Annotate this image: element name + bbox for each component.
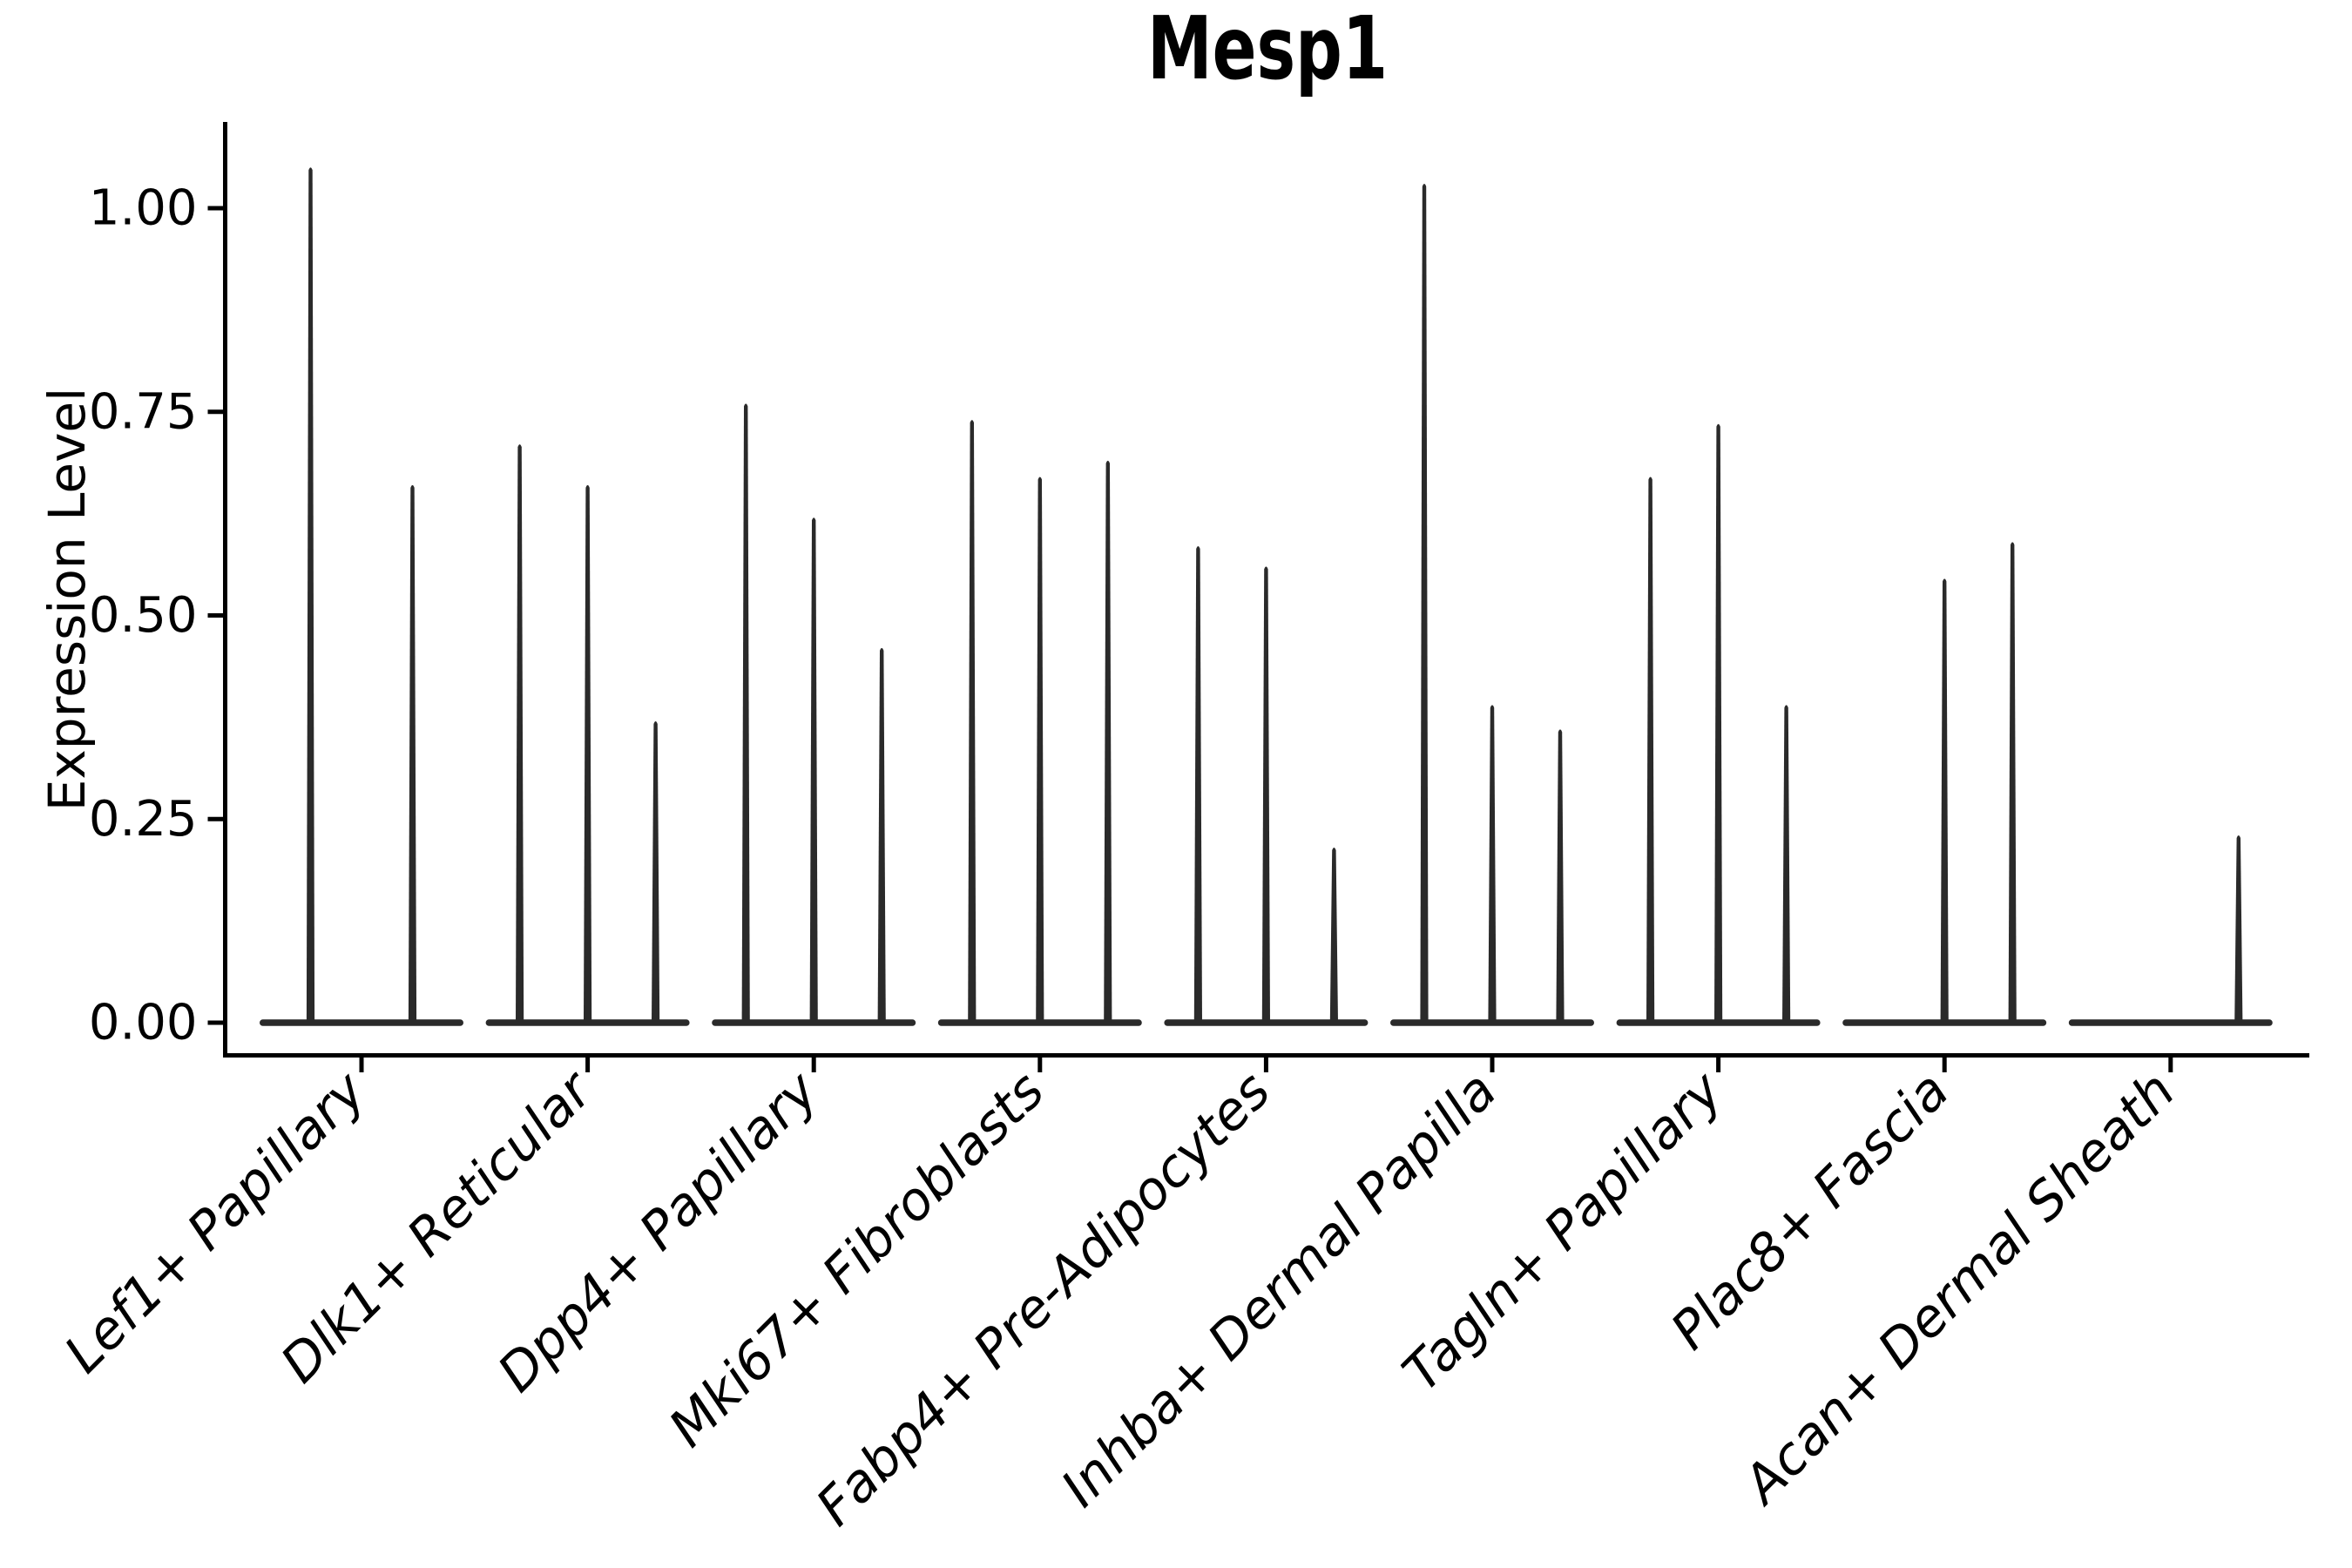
y-tick bbox=[207, 1020, 223, 1025]
x-tick bbox=[1263, 1058, 1268, 1072]
violin bbox=[2234, 835, 2243, 1023]
violin bbox=[516, 444, 524, 1023]
x-tick bbox=[811, 1058, 816, 1072]
y-tick bbox=[207, 409, 223, 415]
violin bbox=[741, 403, 750, 1023]
x-tick bbox=[359, 1058, 364, 1072]
violin bbox=[1329, 847, 1338, 1023]
chart-title: Mesp1 bbox=[1146, 0, 1389, 99]
x-tick-label: Acan+ Dermal Sheath bbox=[1730, 1060, 2187, 1517]
violin bbox=[584, 484, 592, 1023]
x-tick-label: Fabp4+ Pre-Adipocytes bbox=[805, 1060, 1282, 1538]
violin bbox=[1193, 546, 1202, 1023]
violin bbox=[1036, 476, 1044, 1023]
violin bbox=[652, 721, 660, 1023]
y-tick-label: 0.75 bbox=[89, 383, 198, 440]
x-tick bbox=[585, 1058, 591, 1072]
violin bbox=[1488, 705, 1497, 1023]
violin bbox=[1556, 729, 1565, 1023]
violin bbox=[809, 517, 818, 1023]
x-tick bbox=[2168, 1058, 2173, 1072]
violin bbox=[1714, 423, 1723, 1023]
y-tick-label: 0.50 bbox=[89, 587, 198, 644]
y-axis-spine bbox=[223, 122, 227, 1058]
violin bbox=[877, 647, 886, 1023]
y-tick bbox=[207, 816, 223, 821]
violin bbox=[1420, 183, 1429, 1023]
x-tick bbox=[1716, 1058, 1721, 1072]
x-tick bbox=[1942, 1058, 1947, 1072]
violin bbox=[1646, 476, 1655, 1023]
x-axis-spine bbox=[223, 1053, 2309, 1058]
violin bbox=[408, 484, 417, 1023]
violin bbox=[1940, 578, 1949, 1023]
violin bbox=[1782, 705, 1791, 1023]
x-tick bbox=[1490, 1058, 1495, 1072]
violin-baseline bbox=[260, 1019, 463, 1026]
violin bbox=[968, 420, 977, 1024]
violin bbox=[306, 167, 315, 1023]
x-tick-label: Inhba+ Dermal Papilla bbox=[1050, 1060, 1508, 1518]
y-tick-label: 0.00 bbox=[89, 995, 198, 1051]
x-tick-label: Mki67+ Fibroblasts bbox=[658, 1060, 1057, 1459]
violin bbox=[1104, 460, 1112, 1023]
y-tick bbox=[207, 613, 223, 618]
y-tick-label: 0.25 bbox=[89, 791, 198, 848]
x-tick bbox=[1037, 1058, 1043, 1072]
violin bbox=[1261, 566, 1270, 1023]
y-tick bbox=[207, 206, 223, 211]
violin-baseline bbox=[2068, 1019, 2273, 1026]
violin bbox=[2008, 542, 2017, 1023]
y-tick-label: 1.00 bbox=[89, 180, 198, 237]
